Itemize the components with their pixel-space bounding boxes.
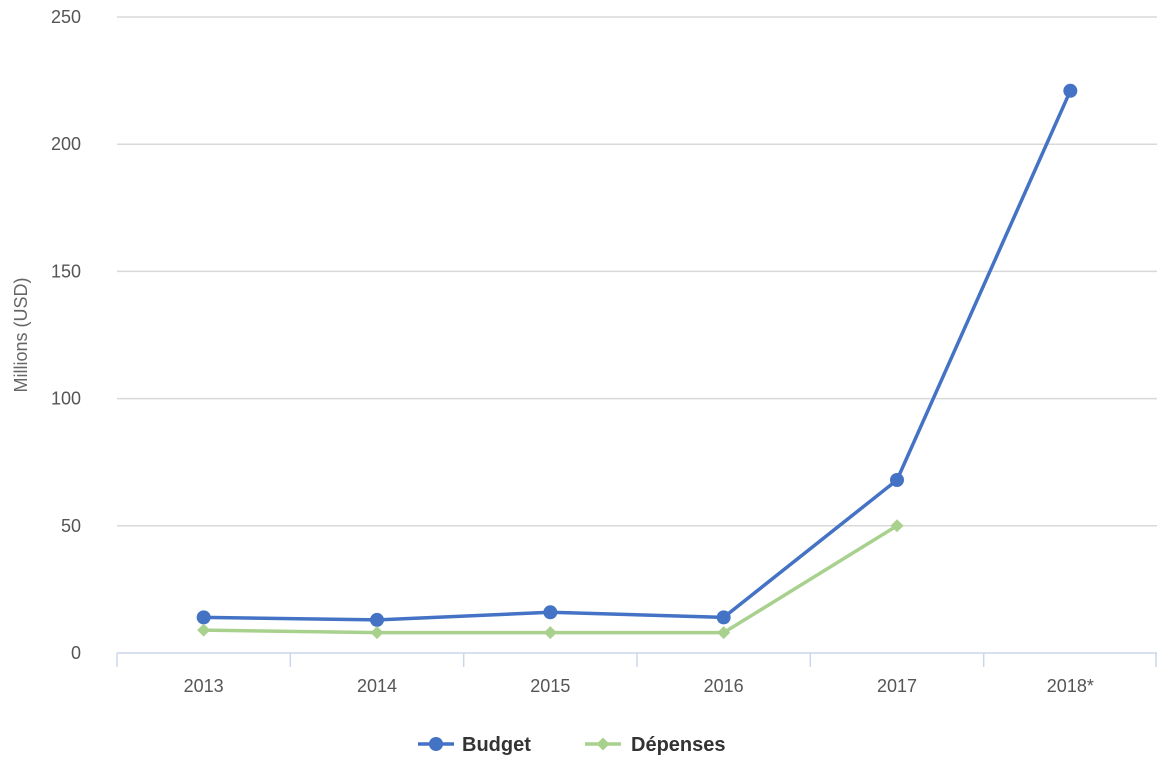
data-point (1063, 83, 1078, 98)
data-point (543, 626, 557, 640)
series-line (203, 90, 1072, 622)
data-point (197, 623, 211, 637)
x-axis: 2013 2014 2015 2016 2017 2018* (116, 652, 1157, 696)
x-tick-label: 2018* (1047, 676, 1094, 696)
gridlines (117, 16, 1157, 527)
data-point (716, 610, 731, 625)
legend-label: Dépenses (631, 734, 726, 756)
y-axis-title: Millions (USD) (11, 277, 31, 392)
x-tick-label: 2015 (530, 676, 570, 696)
data-point (717, 626, 731, 640)
y-axis-ticks: 0 50 100 150 200 250 (51, 7, 81, 663)
x-tick-label: 2017 (877, 676, 917, 696)
x-tick-label: 2016 (704, 676, 744, 696)
legend-item[interactable]: Budget (418, 734, 531, 756)
series-budget (196, 83, 1078, 627)
x-tick-label: 2013 (184, 676, 224, 696)
y-tick-label: 150 (51, 261, 81, 281)
legend[interactable]: Budget Dépenses (418, 734, 726, 756)
data-point (196, 610, 211, 625)
legend-marker (596, 737, 610, 751)
series-layer (196, 83, 1078, 640)
x-tick-label: 2014 (357, 676, 397, 696)
y-tick-label: 100 (51, 389, 81, 409)
y-tick-label: 0 (71, 643, 81, 663)
data-point (370, 626, 384, 640)
y-tick-label: 50 (61, 516, 81, 536)
legend-item[interactable]: Dépenses (585, 734, 726, 756)
data-point (370, 612, 384, 627)
y-tick-label: 250 (51, 7, 81, 27)
legend-label: Budget (462, 734, 531, 756)
series-depenses (197, 519, 904, 640)
y-tick-label: 200 (51, 134, 81, 154)
data-point (543, 605, 558, 620)
data-point (890, 473, 904, 488)
data-point (890, 519, 904, 533)
legend-marker (429, 737, 443, 751)
